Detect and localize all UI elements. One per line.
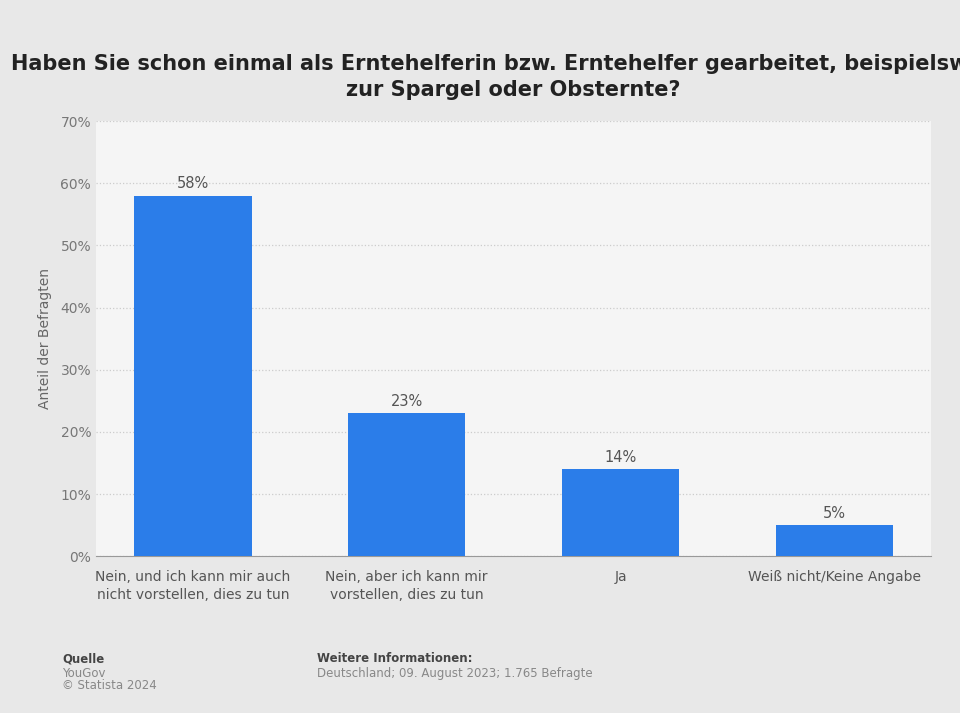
Text: 5%: 5% <box>823 506 846 520</box>
Bar <box>562 469 680 556</box>
Text: 14%: 14% <box>605 450 636 465</box>
Text: © Statista 2024: © Statista 2024 <box>62 679 157 692</box>
Text: Quelle: Quelle <box>62 652 105 665</box>
Bar <box>776 525 893 556</box>
Title: Haben Sie schon einmal als Erntehelferin bzw. Erntehelfer gearbeitet, beispielsw: Haben Sie schon einmal als Erntehelferin… <box>11 53 960 101</box>
Text: 58%: 58% <box>177 176 209 191</box>
Text: Weitere Informationen:: Weitere Informationen: <box>317 652 472 665</box>
Bar <box>348 414 466 556</box>
Text: 23%: 23% <box>391 394 422 409</box>
Text: YouGov: YouGov <box>62 667 106 679</box>
Bar <box>134 196 252 556</box>
Text: Deutschland; 09. August 2023; 1.765 Befragte: Deutschland; 09. August 2023; 1.765 Befr… <box>317 667 592 679</box>
Y-axis label: Anteil der Befragten: Anteil der Befragten <box>38 268 52 409</box>
